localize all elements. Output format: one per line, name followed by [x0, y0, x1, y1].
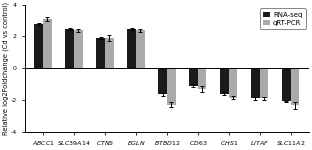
Bar: [74, 30, 83, 68]
Bar: [43, 19, 52, 68]
Bar: [198, 68, 207, 89]
Legend: RNA-seq, qRT-PCR: RNA-seq, qRT-PCR: [260, 8, 306, 29]
Bar: [282, 68, 291, 101]
Bar: [220, 68, 229, 94]
Bar: [189, 68, 198, 86]
Bar: [66, 28, 74, 68]
Bar: [260, 68, 268, 98]
Bar: [34, 24, 43, 68]
Y-axis label: Relative log2Foldchange (Cd vs control): Relative log2Foldchange (Cd vs control): [3, 2, 9, 135]
Bar: [251, 68, 260, 98]
Bar: [229, 68, 237, 98]
Bar: [158, 68, 167, 94]
Bar: [105, 38, 114, 68]
Bar: [167, 68, 176, 105]
Bar: [136, 30, 144, 68]
Bar: [127, 29, 136, 68]
Bar: [96, 38, 105, 68]
Bar: [291, 68, 299, 105]
